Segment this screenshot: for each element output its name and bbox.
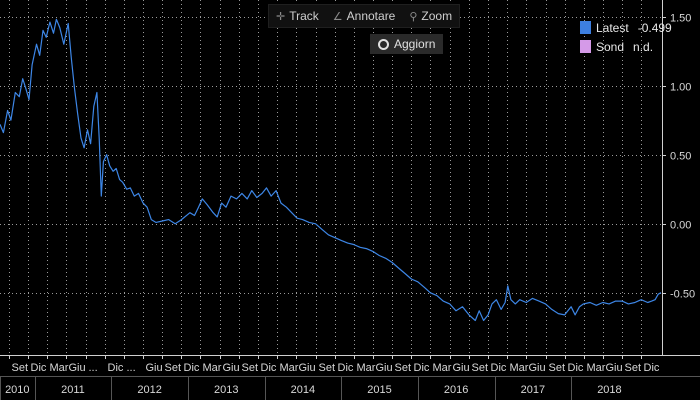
year-label: 2015 <box>367 384 391 396</box>
x-tick-label: Giu <box>376 362 393 374</box>
y-tick-label: 0.50 <box>670 151 691 163</box>
annotate-label: Annotare <box>346 9 396 23</box>
x-tick-label: Mar <box>50 362 69 374</box>
legend-swatch-sond <box>580 40 591 53</box>
x-tick-label: ... <box>89 362 98 374</box>
refresh-button[interactable]: Aggiorn <box>370 34 444 54</box>
series-layer <box>0 18 662 322</box>
x-tick-label: Giu <box>606 362 623 374</box>
x-tick-label: Giu <box>223 362 240 374</box>
year-label: 2018 <box>597 384 621 396</box>
x-tick-label: ... <box>127 362 136 374</box>
y-tick-label: 0.00 <box>670 220 691 232</box>
legend-label-latest: Latest <box>596 20 629 35</box>
y-tick-label: 1.00 <box>670 82 691 94</box>
year-label: 2013 <box>214 384 238 396</box>
x-tick-label: Mar <box>510 362 529 374</box>
legend: Latest -0.499 Sond n.d. <box>580 18 672 56</box>
magnifier-icon: ⚲ <box>409 10 418 23</box>
x-tick-label: Dic <box>108 362 124 374</box>
y-tick-label: 1.50 <box>670 13 691 25</box>
x-tick-label: Mar <box>433 362 452 374</box>
x-tick-label: Mar <box>357 362 376 374</box>
x-tick-label: Dic <box>338 362 354 374</box>
x-tick-label: Set <box>395 362 412 374</box>
x-tick-label: Set <box>472 362 489 374</box>
track-button[interactable]: ✛ Track <box>269 5 326 27</box>
legend-value-latest: -0.499 <box>637 20 672 35</box>
legend-item-sond[interactable]: Sond n.d. <box>580 37 672 56</box>
refresh-label: Aggiorn <box>394 37 436 51</box>
x-tick-label: Giu <box>69 362 86 374</box>
x-tick-label: Giu <box>453 362 470 374</box>
x-tick-label: Set <box>549 362 566 374</box>
x-tick-label: Set <box>625 362 642 374</box>
crosshair-icon: ✛ <box>276 10 286 23</box>
x-tick-label: Dic <box>491 362 507 374</box>
chart-toolbar: ✛ Track ∠ Annotare ⚲ Zoom <box>268 4 461 28</box>
x-tick-label: Set <box>165 362 182 374</box>
legend-item-latest[interactable]: Latest -0.499 <box>580 18 672 37</box>
x-tick-label: Set <box>12 362 29 374</box>
y-axis: 1.50 1.00 0.50 0.00 -0.50 <box>662 0 695 355</box>
x-tick-label: Giu <box>299 362 316 374</box>
legend-value-sond: n.d. <box>633 39 654 54</box>
x-tick-label: Mar <box>587 362 606 374</box>
series-line-latest <box>0 18 662 322</box>
year-label: 2016 <box>444 384 468 396</box>
x-tick-label: Giu <box>146 362 163 374</box>
year-label: 2017 <box>521 384 545 396</box>
x-tick-label: Mar <box>203 362 222 374</box>
year-label: 2014 <box>291 384 315 396</box>
y-tick-label: -0.50 <box>670 289 695 301</box>
x-tick-label: Set <box>242 362 259 374</box>
zoom-label: Zoom <box>421 9 453 23</box>
year-label: 2011 <box>61 384 85 396</box>
gridlines <box>0 0 662 355</box>
x-tick-label: Dic <box>261 362 277 374</box>
x-tick-label: Mar <box>280 362 299 374</box>
pencil-icon: ∠ <box>332 10 343 23</box>
x-tick-label: Set <box>319 362 336 374</box>
x-tick-label: Dic <box>414 362 430 374</box>
x-axis: Set Dic Mar Giu... Dic... Giu Set Dic Mar Giu Set D… <box>0 355 700 400</box>
year-label: 2012 <box>137 384 161 396</box>
x-tick-label: Dic <box>644 362 660 374</box>
x-tick-label: Giu <box>529 362 546 374</box>
legend-swatch-latest <box>580 21 591 34</box>
zoom-button[interactable]: ⚲ Zoom <box>402 5 459 27</box>
refresh-icon <box>378 38 389 50</box>
x-tick-label: Dic <box>568 362 584 374</box>
year-label: 2010 <box>5 384 29 396</box>
x-tick-label: Dic <box>184 362 200 374</box>
x-tick-label: Dic <box>31 362 47 374</box>
legend-label-sond: Sond <box>596 39 625 54</box>
track-label: Track <box>289 9 319 23</box>
annotate-button[interactable]: ∠ Annotare <box>326 5 403 27</box>
